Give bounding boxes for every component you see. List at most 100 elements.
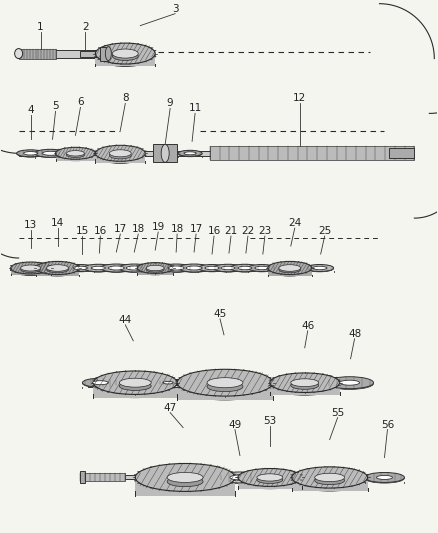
Ellipse shape	[218, 472, 262, 483]
Ellipse shape	[230, 475, 250, 480]
Ellipse shape	[184, 152, 196, 155]
Bar	[177, 383, 273, 400]
Ellipse shape	[313, 266, 327, 270]
Text: 17: 17	[190, 224, 203, 234]
Bar	[137, 268, 173, 275]
Ellipse shape	[112, 51, 138, 60]
Bar	[238, 478, 302, 489]
Ellipse shape	[248, 265, 276, 272]
Ellipse shape	[178, 264, 210, 272]
Ellipse shape	[137, 263, 173, 273]
Text: 46: 46	[301, 321, 314, 331]
Ellipse shape	[82, 378, 118, 387]
Ellipse shape	[168, 266, 184, 270]
Text: 1: 1	[37, 22, 44, 31]
Text: 9: 9	[167, 99, 173, 108]
Text: 8: 8	[122, 93, 129, 103]
Ellipse shape	[270, 373, 339, 392]
Bar	[88, 379, 95, 386]
Text: 49: 49	[228, 419, 242, 430]
Ellipse shape	[178, 151, 202, 157]
Ellipse shape	[83, 264, 113, 272]
Bar	[19, 49, 56, 59]
Ellipse shape	[67, 265, 95, 272]
Ellipse shape	[248, 264, 276, 271]
Bar	[270, 379, 282, 386]
Bar	[95, 154, 145, 164]
Bar	[81, 472, 85, 483]
Ellipse shape	[67, 151, 85, 156]
Ellipse shape	[92, 381, 108, 385]
Ellipse shape	[292, 470, 367, 491]
Ellipse shape	[268, 261, 312, 274]
Ellipse shape	[24, 151, 38, 155]
Ellipse shape	[56, 149, 95, 161]
Bar	[19, 50, 100, 58]
Text: 45: 45	[213, 309, 226, 319]
Ellipse shape	[35, 261, 79, 274]
Text: 53: 53	[263, 416, 276, 425]
Ellipse shape	[213, 264, 243, 272]
Text: 25: 25	[318, 226, 331, 236]
Bar	[81, 51, 100, 56]
Ellipse shape	[95, 43, 155, 64]
Ellipse shape	[11, 263, 50, 276]
Bar	[292, 478, 367, 491]
Ellipse shape	[135, 464, 235, 491]
Ellipse shape	[56, 147, 95, 159]
Ellipse shape	[207, 378, 243, 387]
Bar	[11, 268, 50, 276]
Text: 48: 48	[348, 329, 361, 339]
Ellipse shape	[95, 146, 145, 161]
Ellipse shape	[93, 371, 177, 394]
Ellipse shape	[230, 265, 260, 272]
Ellipse shape	[257, 474, 283, 481]
Ellipse shape	[238, 266, 252, 270]
Ellipse shape	[160, 264, 192, 272]
Bar	[270, 383, 339, 395]
Bar	[135, 478, 235, 496]
Text: 21: 21	[224, 226, 237, 236]
Ellipse shape	[106, 46, 111, 61]
Text: 12: 12	[293, 93, 306, 103]
Ellipse shape	[112, 49, 138, 58]
Ellipse shape	[364, 473, 404, 483]
Ellipse shape	[205, 266, 219, 270]
Ellipse shape	[92, 266, 106, 270]
Ellipse shape	[167, 477, 203, 487]
Ellipse shape	[238, 469, 302, 487]
Ellipse shape	[17, 150, 45, 157]
Ellipse shape	[167, 472, 203, 482]
Ellipse shape	[230, 264, 260, 272]
Ellipse shape	[108, 266, 124, 270]
Text: 18: 18	[170, 224, 184, 234]
Ellipse shape	[279, 266, 301, 273]
Ellipse shape	[35, 149, 67, 157]
Text: 44: 44	[119, 315, 132, 325]
Text: 56: 56	[381, 419, 394, 430]
Text: 11: 11	[188, 103, 202, 114]
Ellipse shape	[14, 49, 23, 59]
Ellipse shape	[279, 265, 301, 271]
Ellipse shape	[255, 266, 269, 270]
Text: 13: 13	[24, 220, 37, 230]
Ellipse shape	[17, 150, 45, 157]
Ellipse shape	[161, 144, 169, 162]
Ellipse shape	[186, 266, 202, 270]
Ellipse shape	[178, 264, 210, 272]
Ellipse shape	[218, 472, 262, 483]
Bar	[210, 147, 414, 160]
Ellipse shape	[46, 266, 68, 273]
Text: 16: 16	[207, 226, 221, 236]
Ellipse shape	[314, 477, 345, 484]
Bar	[125, 475, 389, 480]
Bar	[268, 268, 312, 276]
Text: 3: 3	[172, 4, 178, 14]
Ellipse shape	[377, 475, 392, 480]
Ellipse shape	[93, 374, 177, 398]
Ellipse shape	[67, 152, 85, 157]
Text: 17: 17	[114, 224, 127, 234]
Ellipse shape	[270, 376, 339, 395]
Ellipse shape	[213, 265, 243, 272]
Ellipse shape	[67, 264, 95, 271]
